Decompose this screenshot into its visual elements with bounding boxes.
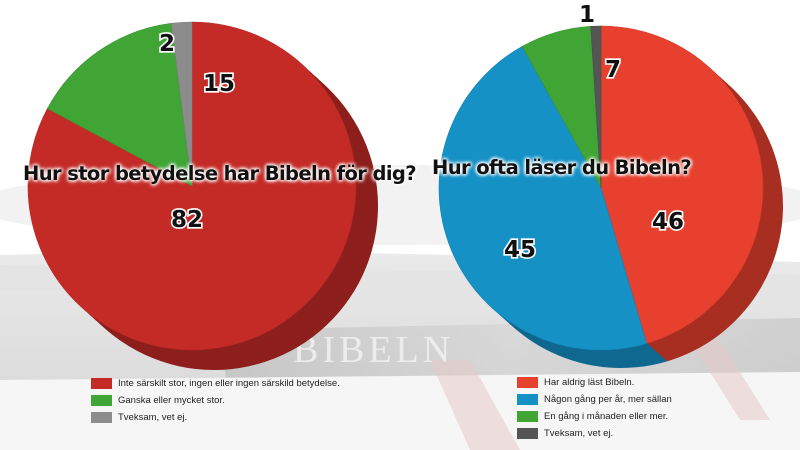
legend-swatch — [517, 394, 538, 405]
pie-value-label: 2 — [159, 31, 175, 57]
legend-item: Inte särskilt stor, ingen eller ingen sä… — [91, 375, 340, 392]
pie-value-label: 15 — [203, 71, 235, 97]
legend-label: Tveksam, vet ej. — [544, 428, 614, 439]
legend-item: Har aldrig läst Bibeln. — [517, 374, 672, 391]
background-bibeln-text: BIBELN — [293, 329, 454, 371]
pie-slice — [170, 21, 193, 187]
legend-swatch — [91, 395, 112, 406]
legend-item: Tveksam, vet ej. — [91, 409, 340, 426]
chart-1-title: Hur stor betydelse har Bibeln för dig? — [23, 162, 417, 185]
legend-swatch — [517, 377, 538, 388]
legend-label: Tveksam, vet ej. — [118, 412, 188, 423]
chart-2-title: Hur ofta läser du Bibeln? — [432, 156, 692, 179]
chart-1-legend: Inte särskilt stor, ingen eller ingen sä… — [91, 375, 340, 426]
legend-label: Ganska eller mycket stor. — [118, 395, 225, 406]
legend-label: Inte särskilt stor, ingen eller ingen sä… — [118, 378, 340, 389]
pie-chart-2: 45 46 7 1 — [438, 0, 783, 368]
legend-swatch — [517, 411, 538, 422]
pie-slice — [590, 25, 602, 189]
legend-item: Ganska eller mycket stor. — [91, 392, 340, 409]
legend-label: Någon gång per år, mer sällan — [544, 394, 672, 405]
legend-item: Tveksam, vet ej. — [517, 425, 672, 442]
legend-item: En gång i månaden eller mer. — [517, 408, 672, 425]
chart-2-legend: Har aldrig läst Bibeln. Någon gång per å… — [517, 374, 672, 442]
pie-value-label: 46 — [652, 209, 684, 235]
legend-swatch — [517, 428, 538, 439]
pie-chart-1: 82 15 2 — [27, 21, 378, 371]
legend-swatch — [91, 378, 112, 389]
legend-label: Har aldrig läst Bibeln. — [544, 377, 635, 388]
pie-slice — [600, 25, 764, 344]
pie-value-label: 1 — [579, 2, 595, 28]
pie-value-label: 82 — [171, 207, 203, 233]
pie-value-label: 45 — [504, 237, 536, 263]
legend-swatch — [91, 412, 112, 423]
pie-slice — [47, 22, 193, 187]
legend-item: Någon gång per år, mer sällan — [517, 391, 672, 408]
legend-label: En gång i månaden eller mer. — [544, 411, 669, 422]
pie-value-label: 7 — [605, 57, 621, 83]
pie-slice — [438, 46, 648, 351]
